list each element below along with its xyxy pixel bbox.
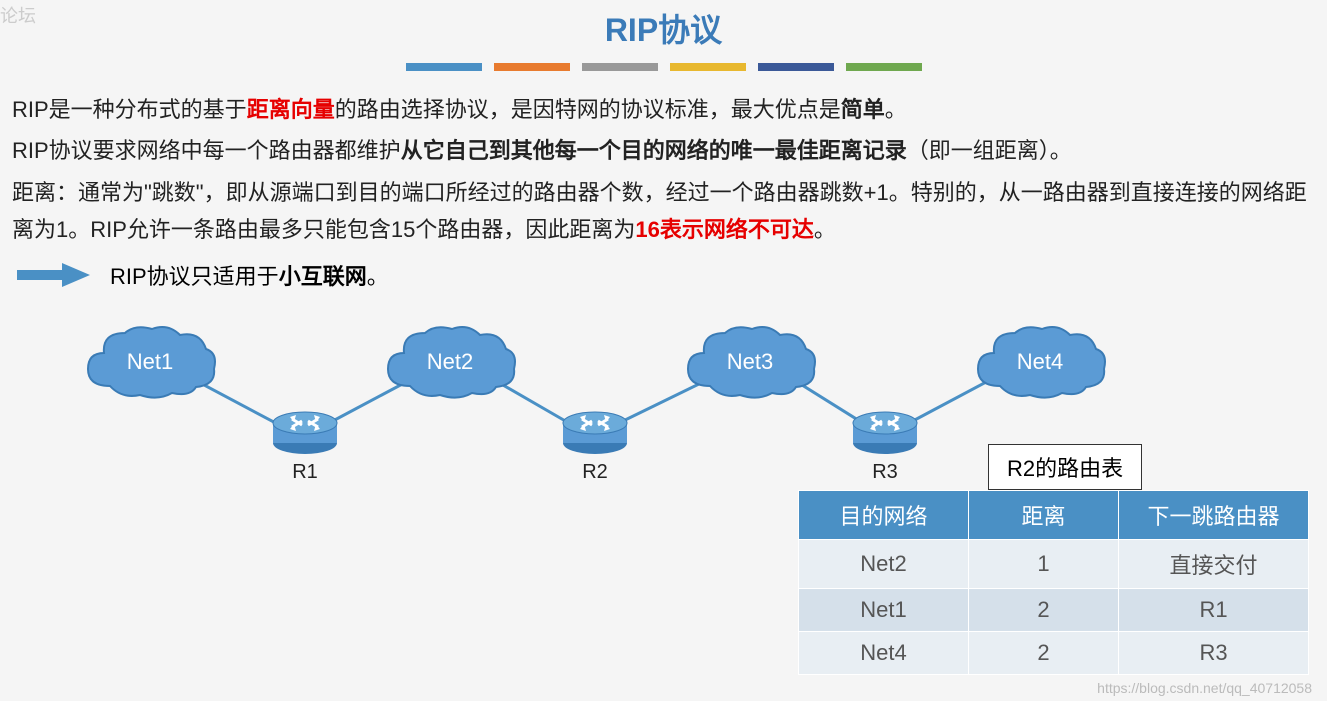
cloud-label: Net3 (680, 349, 820, 375)
arrow-seg-b: 小互联网 (279, 264, 367, 289)
p1-seg-b: 距离向量 (247, 97, 335, 122)
bar-seg-1 (406, 63, 482, 71)
table-cell: 2 (969, 632, 1119, 675)
table-cell: Net4 (799, 632, 969, 675)
bar-seg-4 (670, 63, 746, 71)
table-row: Net21直接交付 (799, 540, 1309, 589)
cloud-label: Net2 (380, 349, 520, 375)
table-row: Net42R3 (799, 632, 1309, 675)
network-cloud: Net1 (80, 321, 220, 411)
table-header-row: 目的网络 距离 下一跳路由器 (799, 491, 1309, 540)
router-label: R1 (270, 461, 340, 484)
p1-seg-a: RIP是一种分布式的基于 (12, 97, 247, 122)
p2-seg-a: RIP协议要求网络中每一个路由器都维护 (12, 138, 401, 163)
routing-table: 目的网络 距离 下一跳路由器 Net21直接交付Net12R1Net42R3 (798, 490, 1309, 675)
router-node: R3 (850, 401, 920, 461)
p3-seg-b: 16表示网络不可达 (635, 217, 813, 242)
content-text: RIP是一种分布式的基于距离向量的路由选择协议，是因特网的协议标准，最大优点是简… (0, 91, 1327, 249)
page-title: RIP协议 (0, 0, 1327, 51)
router-node: R2 (560, 401, 630, 461)
title-color-bar (0, 63, 1327, 71)
p1-seg-c: 的路由选择协议，是因特网的协议标准，最大优点是 (335, 97, 841, 122)
bar-seg-2 (494, 63, 570, 71)
router-label: R2 (560, 461, 630, 484)
network-cloud: Net3 (680, 321, 820, 411)
cloud-label: Net1 (80, 349, 220, 375)
paragraph-2: RIP协议要求网络中每一个路由器都维护从它自己到其他每一个目的网络的唯一最佳距离… (12, 132, 1315, 169)
arrow-note: RIP协议只适用于小互联网。 (0, 259, 1327, 291)
table-cell: 1 (969, 540, 1119, 589)
table-title: R2的路由表 (988, 444, 1142, 490)
paragraph-3: 距离：通常为"跳数"，即从源端口到目的端口所经过的路由器个数，经过一个路由器跳数… (12, 174, 1315, 249)
bar-seg-5 (758, 63, 834, 71)
arrow-text: RIP协议只适用于小互联网。 (110, 259, 389, 291)
th-next: 下一跳路由器 (1119, 491, 1309, 540)
table-cell: 2 (969, 589, 1119, 632)
paragraph-1: RIP是一种分布式的基于距离向量的路由选择协议，是因特网的协议标准，最大优点是简… (12, 91, 1315, 128)
p1-seg-d: 简单 (841, 97, 885, 122)
p2-seg-c: （即一组距离）。 (907, 138, 1072, 163)
watermark-bottom-right: https://blog.csdn.net/qq_40712058 (1097, 680, 1312, 696)
th-dest: 目的网络 (799, 491, 969, 540)
table-row: Net12R1 (799, 589, 1309, 632)
watermark-top-left: 论坛 (0, 2, 36, 28)
p3-seg-c: 。 (814, 217, 836, 242)
th-dist: 距离 (969, 491, 1119, 540)
p1-seg-e: 。 (885, 97, 907, 122)
cloud-label: Net4 (970, 349, 1110, 375)
router-node: R1 (270, 401, 340, 461)
p2-seg-b: 从它自己到其他每一个目的网络的唯一最佳距离记录 (401, 138, 907, 163)
table-cell: R3 (1119, 632, 1309, 675)
bar-seg-6 (846, 63, 922, 71)
right-arrow-icon (12, 260, 92, 290)
table-cell: 直接交付 (1119, 540, 1309, 589)
routing-table-wrap: R2的路由表 目的网络 距离 下一跳路由器 Net21直接交付Net12R1Ne… (798, 490, 1309, 675)
table-cell: Net2 (799, 540, 969, 589)
table-cell: R1 (1119, 589, 1309, 632)
arrow-seg-c: 。 (367, 264, 389, 289)
table-cell: Net1 (799, 589, 969, 632)
bar-seg-3 (582, 63, 658, 71)
router-label: R3 (850, 461, 920, 484)
arrow-seg-a: RIP协议只适用于 (110, 264, 279, 289)
network-cloud: Net2 (380, 321, 520, 411)
network-cloud: Net4 (970, 321, 1110, 411)
